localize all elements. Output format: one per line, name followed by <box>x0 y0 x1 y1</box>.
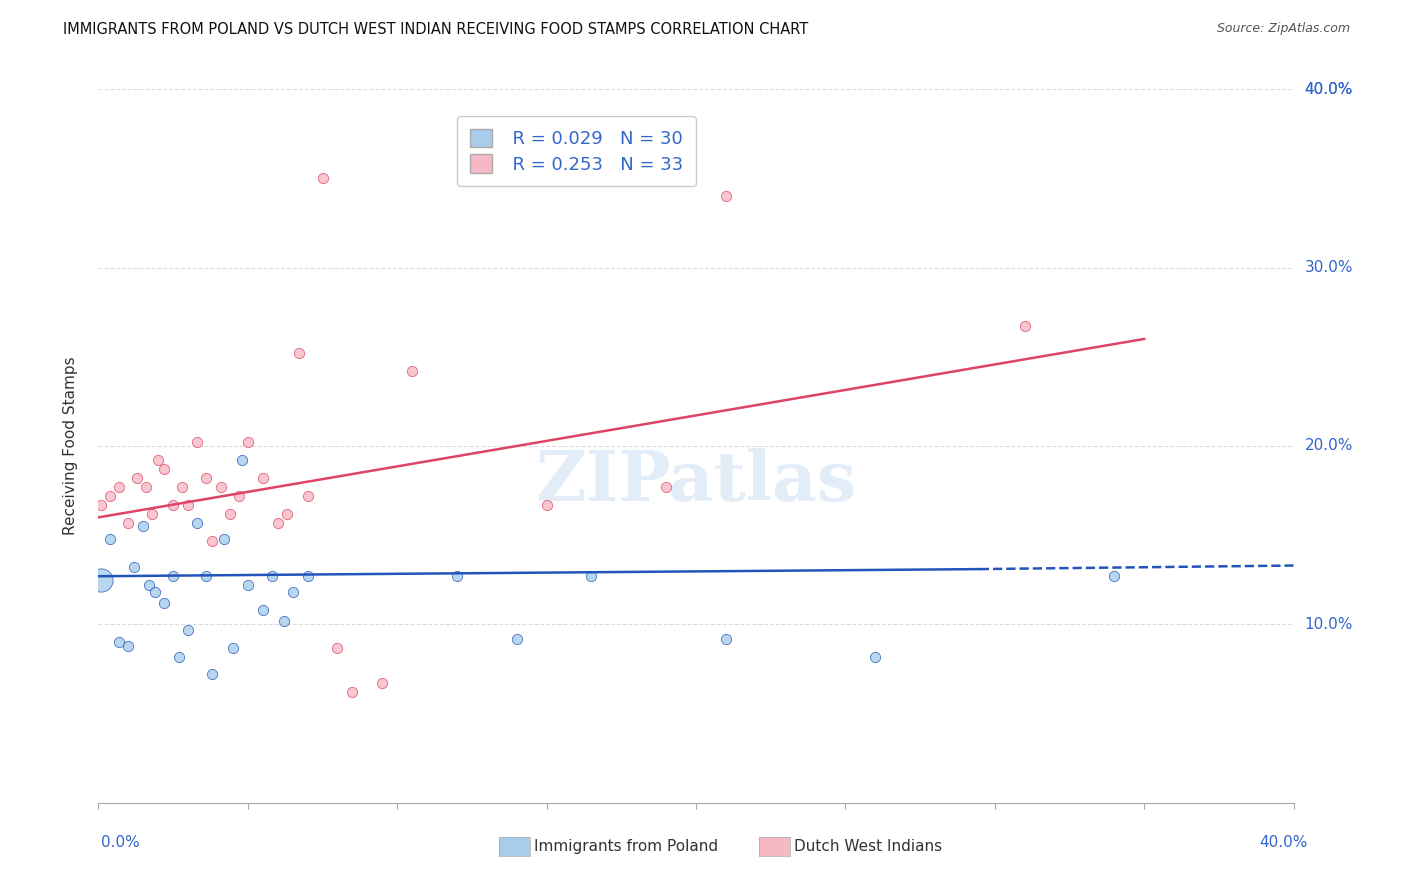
Point <box>311 171 333 186</box>
Point <box>236 435 259 450</box>
Point <box>231 453 253 467</box>
Point <box>219 507 242 521</box>
Point <box>401 364 423 378</box>
Point <box>167 649 190 664</box>
Text: 40.0%: 40.0% <box>1305 82 1353 96</box>
Point <box>201 667 224 681</box>
Point <box>371 676 394 690</box>
Point <box>228 489 250 503</box>
Point <box>273 614 295 628</box>
Text: 0.0%: 0.0% <box>101 836 141 850</box>
Text: IMMIGRANTS FROM POLAND VS DUTCH WEST INDIAN RECEIVING FOOD STAMPS CORRELATION CH: IMMIGRANTS FROM POLAND VS DUTCH WEST IND… <box>63 22 808 37</box>
Point <box>236 578 259 592</box>
Point <box>132 519 155 533</box>
Point <box>108 480 131 494</box>
Point <box>117 639 139 653</box>
Text: Source: ZipAtlas.com: Source: ZipAtlas.com <box>1216 22 1350 36</box>
Point <box>655 480 678 494</box>
Point <box>143 585 166 599</box>
Point <box>153 462 176 476</box>
Point <box>260 569 283 583</box>
Text: 10.0%: 10.0% <box>1305 617 1353 632</box>
Point <box>98 532 122 546</box>
Text: Dutch West Indians: Dutch West Indians <box>794 839 942 854</box>
Point <box>90 498 112 512</box>
Point <box>177 498 200 512</box>
Point <box>326 640 349 655</box>
Point <box>212 532 235 546</box>
Text: Immigrants from Poland: Immigrants from Poland <box>534 839 718 854</box>
Point <box>297 489 319 503</box>
Point <box>581 569 603 583</box>
Point <box>194 569 218 583</box>
Point <box>297 569 319 583</box>
Text: 40.0%: 40.0% <box>1305 82 1353 96</box>
Point <box>506 632 529 646</box>
Text: 40.0%: 40.0% <box>1260 836 1308 850</box>
Y-axis label: Receiving Food Stamps: Receiving Food Stamps <box>63 357 77 535</box>
Point <box>287 346 309 360</box>
Point <box>267 516 290 530</box>
Point <box>162 498 184 512</box>
Text: 20.0%: 20.0% <box>1305 439 1353 453</box>
Text: ZIPatlas: ZIPatlas <box>536 448 856 516</box>
Point <box>281 585 304 599</box>
Point <box>252 471 274 485</box>
Point <box>714 189 737 203</box>
Point <box>209 480 232 494</box>
Point <box>276 507 298 521</box>
Point <box>153 596 176 610</box>
Point <box>108 635 131 649</box>
Point <box>90 573 112 587</box>
Point <box>172 480 194 494</box>
Legend:   R = 0.029   N = 30,   R = 0.253   N = 33: R = 0.029 N = 30, R = 0.253 N = 33 <box>457 116 696 186</box>
Point <box>1104 569 1126 583</box>
Point <box>186 516 208 530</box>
Point <box>127 471 149 485</box>
Point <box>194 471 218 485</box>
Point <box>201 533 224 548</box>
Point <box>1014 319 1036 334</box>
Point <box>714 632 737 646</box>
Point <box>141 507 163 521</box>
Point <box>124 560 146 574</box>
Point <box>186 435 208 450</box>
Point <box>117 516 139 530</box>
Point <box>98 489 122 503</box>
Point <box>162 569 184 583</box>
Point <box>148 453 170 467</box>
Point <box>342 685 364 699</box>
Point <box>446 569 468 583</box>
Point <box>252 603 274 617</box>
Point <box>222 640 245 655</box>
Point <box>536 498 558 512</box>
Point <box>177 623 200 637</box>
Point <box>865 649 887 664</box>
Point <box>138 578 160 592</box>
Point <box>135 480 157 494</box>
Text: 30.0%: 30.0% <box>1305 260 1353 275</box>
